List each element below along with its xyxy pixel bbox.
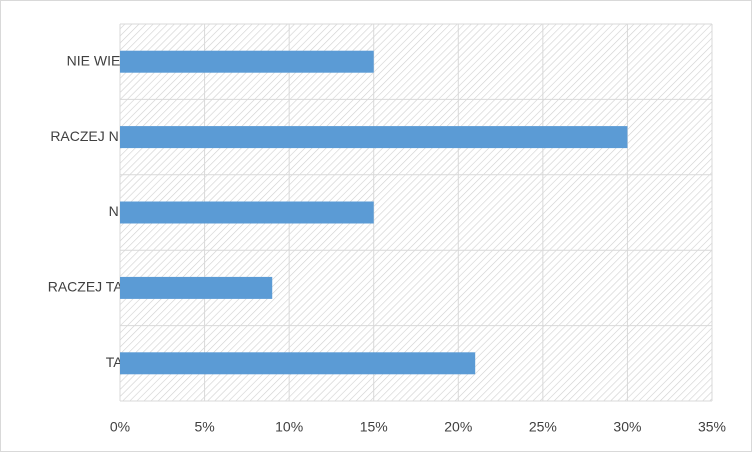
x-tick-label: 20% (444, 419, 472, 435)
bar (120, 276, 273, 299)
x-tick-label: 5% (194, 419, 214, 435)
x-tick-label: 30% (613, 419, 641, 435)
y-tick-label: NIE WIEM (67, 52, 132, 68)
x-tick-label: 35% (698, 419, 726, 435)
y-tick-label: RACZEJ TAK (48, 279, 133, 295)
bar (120, 201, 374, 224)
x-tick-label: 15% (360, 419, 388, 435)
bar (120, 352, 476, 375)
x-tick-label: 0% (110, 419, 130, 435)
x-tick-label: 25% (529, 419, 557, 435)
y-tick-label: RACZEJ NIE (50, 128, 132, 144)
x-tick-label: 10% (275, 419, 303, 435)
bar (120, 126, 628, 149)
bar (120, 50, 374, 73)
